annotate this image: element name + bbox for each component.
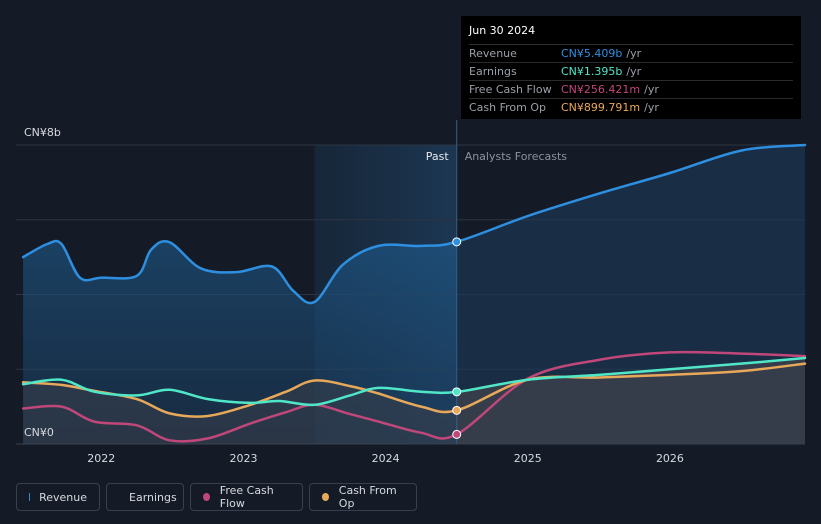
y-axis-top-label: CN¥8b [24, 126, 61, 139]
cash-from-op-dot-icon [322, 493, 329, 501]
legend-item-revenue[interactable]: Revenue [16, 483, 100, 511]
tooltip-label: Revenue [469, 47, 517, 60]
earnings-line [21, 356, 807, 407]
x-tick-label: 2025 [514, 452, 542, 465]
tooltip-value: CN¥256.421m [561, 83, 641, 96]
x-tick-label: 2024 [372, 452, 400, 465]
chart-legend: Revenue Earnings Free Cash Flow Cash Fro… [16, 483, 417, 511]
tooltip-row-earnings: Earnings CN¥1.395b /yr [469, 63, 793, 81]
x-tick-label: 2026 [656, 452, 684, 465]
tooltip-unit: /yr [644, 101, 659, 114]
cash-from-op-line [21, 362, 807, 418]
revenue-line [21, 143, 807, 305]
tooltip-row-revenue: Revenue CN¥5.409b /yr [469, 45, 793, 63]
tooltip-value: CN¥1.395b [561, 65, 623, 78]
x-tick-label: 2022 [87, 452, 115, 465]
legend-label: Free Cash Flow [219, 484, 274, 510]
tooltip-row-free-cash-flow: Free Cash Flow CN¥256.421m /yr [469, 81, 793, 99]
tooltip-label: Earnings [469, 65, 517, 78]
earnings-marker [452, 387, 462, 397]
free-cash-flow-marker [452, 429, 462, 439]
revenue-marker [452, 237, 462, 247]
x-tick-label: 2023 [229, 452, 257, 465]
y-axis-bottom-label: CN¥0 [24, 426, 54, 439]
tooltip-unit: /yr [626, 47, 642, 60]
tooltip-row-cash-from-op: Cash From Op CN¥899.791m /yr [469, 99, 793, 116]
cash-from-op-marker [452, 405, 462, 415]
tooltip-value: CN¥899.791m [561, 101, 641, 114]
tooltip-unit: /yr [644, 83, 659, 96]
hover-tooltip: Jun 30 2024 Revenue CN¥5.409b /yr Earnin… [461, 16, 801, 119]
tooltip-date: Jun 30 2024 [469, 24, 793, 45]
free-cash-flow-dot-icon [203, 493, 210, 501]
tooltip-unit: /yr [626, 65, 642, 78]
legend-label: Revenue [39, 490, 87, 504]
tooltip-label: Free Cash Flow [469, 83, 552, 96]
free-cash-flow-line [21, 350, 807, 443]
legend-item-cash-from-op[interactable]: Cash From Op [309, 483, 417, 511]
forecast-label: Analysts Forecasts [465, 150, 568, 163]
legend-item-earnings[interactable]: Earnings [106, 483, 184, 511]
legend-label: Cash From Op [338, 484, 397, 510]
earnings-forecast-area [456, 358, 805, 444]
legend-label: Earnings [129, 490, 177, 504]
tooltip-label: Cash From Op [469, 101, 547, 114]
legend-item-free-cash-flow[interactable]: Free Cash Flow [190, 483, 303, 511]
past-label: Past [426, 150, 450, 163]
tooltip-value: CN¥5.409b [561, 47, 623, 60]
